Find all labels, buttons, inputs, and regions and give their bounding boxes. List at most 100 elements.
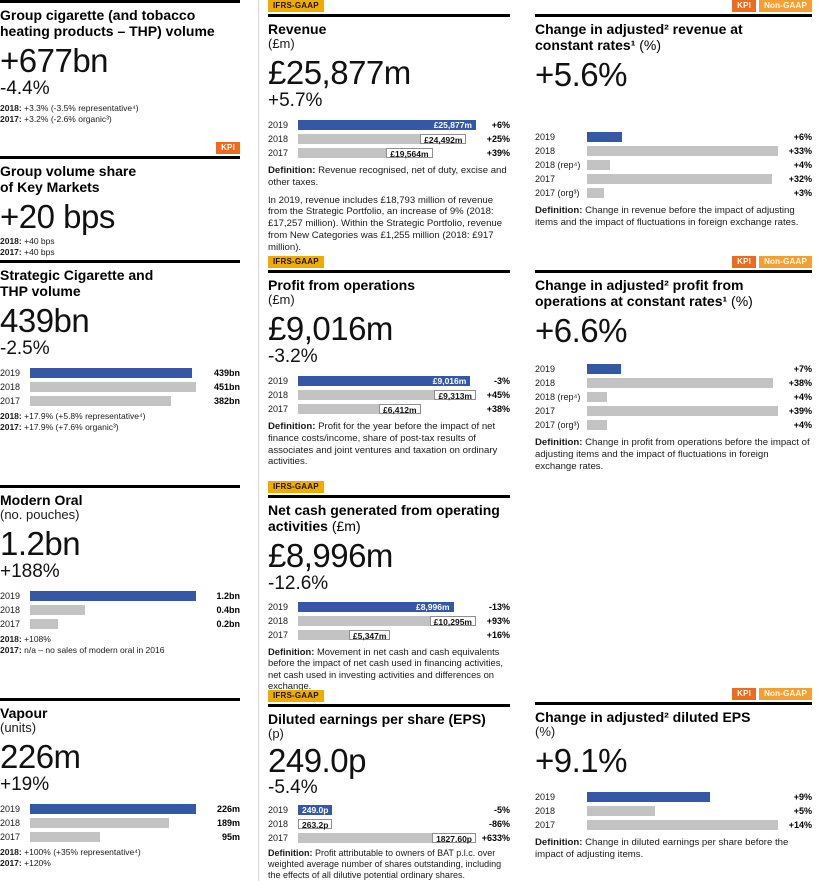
chart-track bbox=[587, 377, 778, 388]
chart-track bbox=[587, 187, 778, 198]
panel-title-text: Net cash generated from operating activi… bbox=[268, 502, 500, 534]
footnote: 2018: +108% bbox=[0, 634, 240, 645]
footnote-text: +3.3% (-3.5% representative⁴) bbox=[24, 103, 139, 113]
footnote-text: +108% bbox=[24, 634, 51, 644]
chart-track bbox=[30, 367, 196, 378]
chart-value-label: 451bn bbox=[213, 381, 240, 392]
commentary: In 2019, revenue includes £18,793 millio… bbox=[268, 194, 503, 253]
chart-row: 2017 (org³) +3% bbox=[535, 186, 812, 199]
chart-year-label: 2017 bbox=[535, 819, 556, 830]
chart-row: 2019 £25,877m +6% bbox=[268, 118, 510, 131]
chart-year-label: 2018 bbox=[268, 133, 289, 144]
bar-chart: 2019 +7% 2018 +38% 2018 (rep⁴) +4% 2017 bbox=[535, 362, 812, 431]
chart-bar bbox=[587, 131, 622, 142]
chart-change-label: +39% bbox=[788, 405, 812, 416]
footnote-year: 2018: bbox=[0, 634, 22, 644]
chart-year-label: 2017 bbox=[0, 618, 21, 629]
chart-value-label: 249.0p bbox=[302, 804, 329, 815]
footnote-year: 2017: bbox=[0, 645, 22, 655]
chart-bar: £25,877m bbox=[298, 119, 476, 130]
panel-profit-from-operations: IFRS-GAAP Profit from operations (£m) £9… bbox=[268, 256, 510, 468]
chart-bar bbox=[587, 419, 607, 430]
chart-change-label: +9% bbox=[793, 791, 812, 802]
footnote-text: +40 bps bbox=[24, 236, 55, 246]
bar-chart: 2019 226m 2018 189m 2017 95m bbox=[0, 802, 240, 843]
chart-year-label: 2017 bbox=[268, 832, 289, 843]
headline-value: +20 bps bbox=[0, 198, 115, 235]
definition: Definition: Profit for the year before t… bbox=[268, 421, 510, 468]
chart-bar: £19,564m bbox=[298, 147, 433, 158]
ifrs-gaap-tag: IFRS-GAAP bbox=[268, 256, 324, 268]
panel-title: Change in adjusted² revenue at constant … bbox=[535, 21, 750, 53]
chart-year-label: 2019 bbox=[535, 791, 556, 802]
chart-track bbox=[30, 831, 196, 842]
chart-year-label: 2018 bbox=[0, 604, 21, 615]
headline-value: +9.1% bbox=[535, 742, 628, 779]
panel-title-text: Change in adjusted² profit from operatio… bbox=[535, 277, 744, 309]
panel-title: Modern Oral bbox=[0, 492, 83, 508]
panel-top-rule bbox=[535, 702, 812, 705]
chart-row: 2019 226m bbox=[0, 802, 240, 815]
non-gaap-tag: Non-GAAP bbox=[759, 0, 812, 12]
chart-row: 2018 0.4bn bbox=[0, 603, 240, 616]
right-column: KPI Non-GAAP Change in adjusted² revenue… bbox=[535, 0, 812, 881]
chart-change-label: -86% bbox=[488, 818, 510, 829]
chart-row: 2017 +39% bbox=[535, 404, 812, 417]
panel-title: Change in adjusted² diluted EPS bbox=[535, 709, 751, 725]
chart-row: 2018 £10,295m +93% bbox=[268, 614, 510, 627]
definition-label: Definition: bbox=[268, 421, 316, 432]
kpi-tag: KPI bbox=[732, 688, 757, 700]
chart-change-label: +4% bbox=[793, 419, 812, 430]
footnote-year: 2018: bbox=[0, 847, 22, 857]
tag-row: IFRS-GAAP bbox=[268, 690, 510, 702]
ifrs-gaap-tag: IFRS-GAAP bbox=[268, 690, 324, 702]
chart-bar bbox=[587, 805, 656, 816]
definition-text: Change in diluted earnings per share bef… bbox=[535, 837, 789, 860]
chart-row: 2019 £9,016m -3% bbox=[268, 374, 510, 387]
chart-change-label: +32% bbox=[788, 173, 812, 184]
chart-change-label: +14% bbox=[788, 819, 812, 830]
footnotes: 2018: +100% (+35% representative⁴) 2017:… bbox=[0, 847, 240, 869]
footnote-year: 2017: bbox=[0, 114, 22, 124]
definition-label: Definition: bbox=[268, 165, 316, 176]
panel-unit: (no. pouches) bbox=[0, 507, 80, 522]
bar-chart: 2019 £9,016m -3% 2018 £9,313m +45% 2017 … bbox=[268, 374, 510, 415]
chart-track: £5,347m bbox=[298, 629, 476, 640]
panel-unit: (£m) bbox=[331, 518, 361, 534]
footnote-year: 2018: bbox=[0, 236, 22, 246]
tag-row: KPI Non-GAAP bbox=[535, 256, 812, 268]
panel-net-cash-operating: IFRS-GAAP Net cash generated from operat… bbox=[268, 481, 510, 692]
chart-value-label: 0.2bn bbox=[216, 618, 240, 629]
chart-bar bbox=[30, 803, 196, 814]
panel-title: Strategic Cigarette and THP volume bbox=[0, 267, 154, 299]
definition: Definition: Movement in net cash and cas… bbox=[268, 646, 510, 692]
chart-track bbox=[587, 131, 778, 142]
footnote-text: n/a – no sales of modern oral in 2016 bbox=[24, 645, 165, 655]
bar-chart: 2019 249.0p -5% 2018 263.2p -86% 2017 18… bbox=[268, 803, 510, 844]
chart-row: 2018 451bn bbox=[0, 380, 240, 393]
chart-bar bbox=[587, 377, 774, 388]
non-gaap-tag: Non-GAAP bbox=[759, 688, 812, 700]
chart-row: 2017 1827.60p +633% bbox=[268, 831, 510, 844]
footnote-year: 2017: bbox=[0, 247, 22, 257]
headline-value: 249.0p bbox=[268, 742, 366, 779]
chart-value-label: £5,347m bbox=[348, 629, 391, 640]
chart-track: £8,996m bbox=[298, 601, 476, 612]
chart-value-label: 226m bbox=[216, 803, 240, 814]
panel-vapour: Vapour (units) 226m +19% 2019 226m 2018 … bbox=[0, 698, 240, 869]
chart-track bbox=[587, 391, 778, 402]
footnote-year: 2018: bbox=[0, 103, 22, 113]
chart-year-label: 2017 (org³) bbox=[535, 419, 580, 430]
bar-chart: 2019 +9% 2018 +5% 2017 +14% bbox=[535, 790, 812, 831]
definition: Definition: Change in revenue before the… bbox=[535, 205, 812, 229]
footnote: 2017: +120% bbox=[0, 858, 240, 869]
chart-year-label: 2018 bbox=[268, 818, 289, 829]
footnote: 2018: +100% (+35% representative⁴) bbox=[0, 847, 240, 858]
definition-label: Definition: bbox=[268, 646, 315, 657]
tag-row: KPI Non-GAAP bbox=[535, 688, 812, 700]
panel-title: Net cash generated from operating activi… bbox=[268, 502, 518, 534]
chart-year-label: 2019 bbox=[268, 119, 289, 130]
chart-change-label: +7% bbox=[793, 363, 812, 374]
chart-bar bbox=[30, 604, 86, 615]
chart-bar: £8,996m bbox=[298, 601, 454, 612]
